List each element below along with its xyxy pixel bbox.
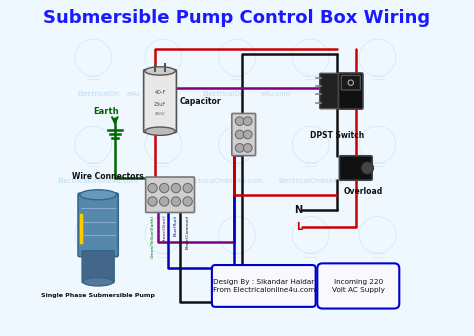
Text: ElectricalOn: ElectricalOn (202, 91, 245, 97)
FancyBboxPatch shape (339, 156, 372, 180)
Text: Design By : Sikandar Haidar
From Electricalonline4u.com: Design By : Sikandar Haidar From Electri… (213, 279, 315, 293)
FancyBboxPatch shape (232, 114, 255, 156)
Ellipse shape (145, 127, 175, 135)
Text: ElectricaOnline4u.com: ElectricaOnline4u.com (184, 178, 263, 184)
Circle shape (235, 143, 244, 152)
Text: Blue(Run): Blue(Run) (174, 215, 178, 236)
Text: ElectricalOn: ElectricalOn (77, 91, 119, 97)
FancyBboxPatch shape (212, 265, 316, 307)
Circle shape (183, 197, 192, 206)
FancyBboxPatch shape (82, 251, 114, 283)
Text: Capacitor: Capacitor (180, 96, 222, 106)
Text: DPST Switch: DPST Switch (310, 131, 365, 140)
Circle shape (171, 183, 181, 193)
Text: Wire Connectors: Wire Connectors (72, 172, 143, 181)
Text: ElectricalOnline4u.com: ElectricalOnline4u.com (58, 178, 138, 184)
Text: Submersible Pump Control Box Wiring: Submersible Pump Control Box Wiring (44, 9, 430, 27)
Text: Overload: Overload (344, 187, 383, 196)
Circle shape (243, 130, 252, 139)
Ellipse shape (83, 278, 113, 286)
Text: N: N (294, 205, 302, 215)
Text: e4u.com: e4u.com (260, 91, 291, 97)
Text: Incoming 220
Volt AC Supply: Incoming 220 Volt AC Supply (332, 279, 385, 293)
Circle shape (183, 183, 192, 193)
Text: Green/Yellow(Earth): Green/Yellow(Earth) (151, 215, 155, 258)
Text: Black(Common): Black(Common) (186, 215, 190, 249)
FancyBboxPatch shape (146, 177, 194, 212)
Circle shape (148, 197, 157, 206)
Circle shape (243, 117, 252, 126)
Circle shape (243, 143, 252, 152)
Text: Brown(Start): Brown(Start) (162, 215, 166, 243)
Circle shape (160, 183, 169, 193)
Text: e4u: e4u (127, 91, 140, 97)
Circle shape (235, 117, 244, 126)
Ellipse shape (145, 67, 175, 75)
FancyBboxPatch shape (144, 70, 176, 132)
Text: 450V: 450V (155, 113, 165, 117)
Text: 4D-F: 4D-F (155, 90, 166, 95)
FancyBboxPatch shape (338, 73, 363, 109)
Circle shape (148, 183, 157, 193)
Circle shape (160, 197, 169, 206)
FancyBboxPatch shape (319, 73, 338, 109)
Text: L: L (296, 221, 302, 232)
Ellipse shape (80, 190, 117, 200)
Text: Earth: Earth (93, 107, 119, 116)
Text: 25uF: 25uF (154, 102, 166, 107)
Circle shape (362, 162, 374, 174)
Circle shape (235, 130, 244, 139)
Text: ElectricalOnline4u: ElectricalOnline4u (279, 178, 343, 184)
FancyBboxPatch shape (78, 193, 118, 257)
FancyBboxPatch shape (317, 263, 399, 308)
Text: Single Phase Submersible Pump: Single Phase Submersible Pump (41, 293, 155, 298)
Circle shape (171, 197, 181, 206)
FancyBboxPatch shape (341, 75, 360, 90)
